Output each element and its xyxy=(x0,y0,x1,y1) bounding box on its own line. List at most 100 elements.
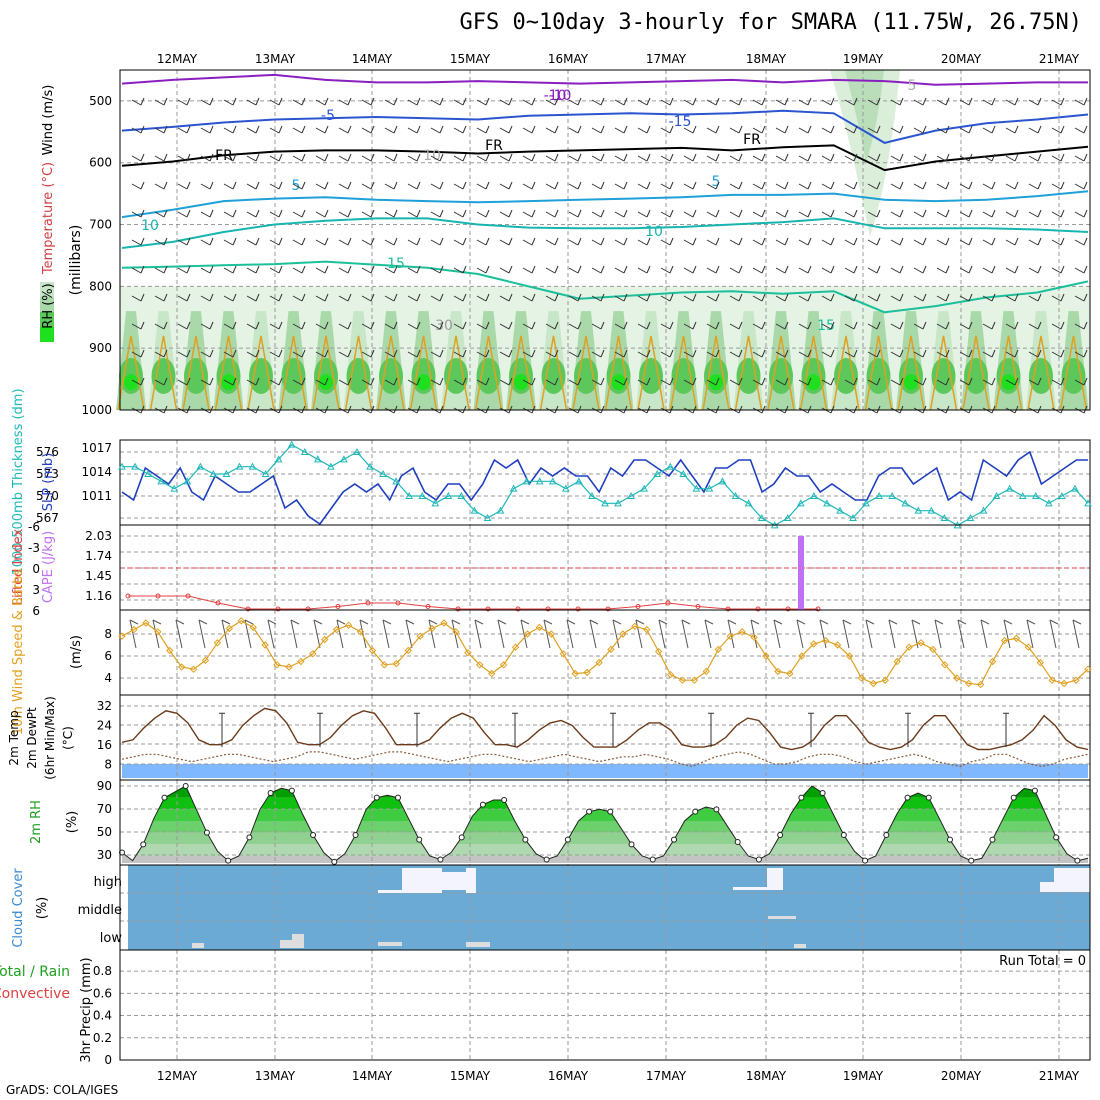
surface-wind-barb xyxy=(1003,619,1011,649)
wind-barb xyxy=(968,293,973,302)
wind-barb xyxy=(522,211,533,218)
wind-barb xyxy=(1028,155,1039,162)
thickness-point xyxy=(901,499,910,507)
wind-barb xyxy=(209,209,214,218)
wind-barb xyxy=(830,97,835,106)
wind-barb xyxy=(531,237,536,246)
wind-barb xyxy=(430,351,441,358)
wind-barb xyxy=(945,321,950,330)
wind-barb xyxy=(430,267,441,274)
wind-barb xyxy=(223,267,234,274)
surface-wind-barb xyxy=(428,619,436,649)
wind-barb xyxy=(646,377,651,386)
wind-barb xyxy=(246,267,257,274)
wind-barb xyxy=(876,209,881,218)
surface-wind-barb xyxy=(336,619,344,649)
thickness-tick: 576 xyxy=(36,445,59,459)
wind-barb xyxy=(522,267,533,274)
wind-barb xyxy=(715,125,720,134)
wind-barb xyxy=(407,295,418,302)
wind-barb xyxy=(692,377,697,386)
wind-barb xyxy=(439,181,444,190)
wind-barb xyxy=(384,155,395,162)
cloud-low xyxy=(794,944,806,948)
surface-wind-barb xyxy=(635,619,645,625)
wind-barb xyxy=(361,351,372,358)
wind-barb xyxy=(991,209,996,218)
wind-barb xyxy=(338,351,349,358)
wind-barb xyxy=(324,97,329,106)
thickness-point xyxy=(144,469,152,477)
wind-barb xyxy=(715,265,720,274)
wind-barb xyxy=(163,321,168,330)
wind-barb xyxy=(959,127,970,134)
wind-barb xyxy=(899,181,904,190)
wind-barb xyxy=(232,153,237,162)
wind-speed-point xyxy=(965,679,973,688)
wind-barb xyxy=(853,321,858,330)
isotherm--5 xyxy=(121,109,1089,144)
wind-barb xyxy=(462,125,467,134)
wind-barb xyxy=(269,379,280,386)
wind-barb xyxy=(338,379,349,386)
cloud-category: low xyxy=(100,931,123,946)
wind-barb xyxy=(821,267,832,274)
wind-barb xyxy=(922,349,927,358)
wind-barb xyxy=(830,153,835,162)
date-label-top: 21MAY xyxy=(1039,52,1080,66)
wind-barb xyxy=(485,97,490,106)
wind-barb xyxy=(1060,125,1065,134)
surface-wind-barb xyxy=(842,619,852,625)
li-tick: 3 xyxy=(32,583,40,597)
wind-speed-point xyxy=(368,646,377,655)
wind-barb xyxy=(706,239,717,246)
date-label-bottom: 12MAY xyxy=(157,1069,198,1083)
wind-barb xyxy=(899,153,904,162)
wind-barb xyxy=(807,349,812,358)
wind-barb xyxy=(453,295,464,302)
slp-tick: 1014 xyxy=(81,465,112,479)
wind-barb xyxy=(1083,97,1088,106)
thickness-point xyxy=(209,469,218,477)
wind-barb xyxy=(798,239,809,246)
wind-barb xyxy=(614,127,625,134)
wind-barb xyxy=(439,237,444,246)
surface-wind-barb xyxy=(129,619,139,625)
rh-point xyxy=(819,790,826,796)
wind-barb xyxy=(163,125,168,134)
wind-barb xyxy=(223,239,234,246)
thickness-point xyxy=(927,506,936,514)
wind-barb xyxy=(430,379,441,386)
wind-barb xyxy=(177,267,188,274)
wind-barb xyxy=(936,183,947,190)
wind-barb xyxy=(646,97,651,106)
wind-barb xyxy=(140,97,145,106)
wind-barb xyxy=(715,349,720,358)
wind-barb xyxy=(692,153,697,162)
wind-barb xyxy=(853,181,858,190)
wind-barb xyxy=(186,377,191,386)
thickness-point xyxy=(666,462,675,470)
wind-barb xyxy=(508,237,513,246)
wind-barb xyxy=(347,97,352,106)
wind-speed-point xyxy=(1000,636,1009,645)
lifted-index-point xyxy=(425,604,431,609)
wind-barb xyxy=(407,99,418,106)
wind-speed-point xyxy=(571,669,579,678)
date-label-top: 18MAY xyxy=(746,52,787,66)
wind-barb xyxy=(545,155,556,162)
wind-barb xyxy=(278,377,283,386)
rh-point xyxy=(883,832,890,838)
wind-barb xyxy=(1005,239,1016,246)
wind-barb xyxy=(1051,379,1062,386)
wind-barb xyxy=(752,211,763,218)
surface-wind-barb xyxy=(497,619,507,625)
wind-barb xyxy=(945,349,950,358)
isotherm-20 xyxy=(734,335,763,411)
wind-barb xyxy=(462,265,467,274)
rh-point xyxy=(161,794,168,801)
wind-barb xyxy=(876,153,881,162)
wind-barb xyxy=(186,349,191,358)
wind-barb xyxy=(393,377,398,386)
wind-barb xyxy=(1014,97,1019,106)
